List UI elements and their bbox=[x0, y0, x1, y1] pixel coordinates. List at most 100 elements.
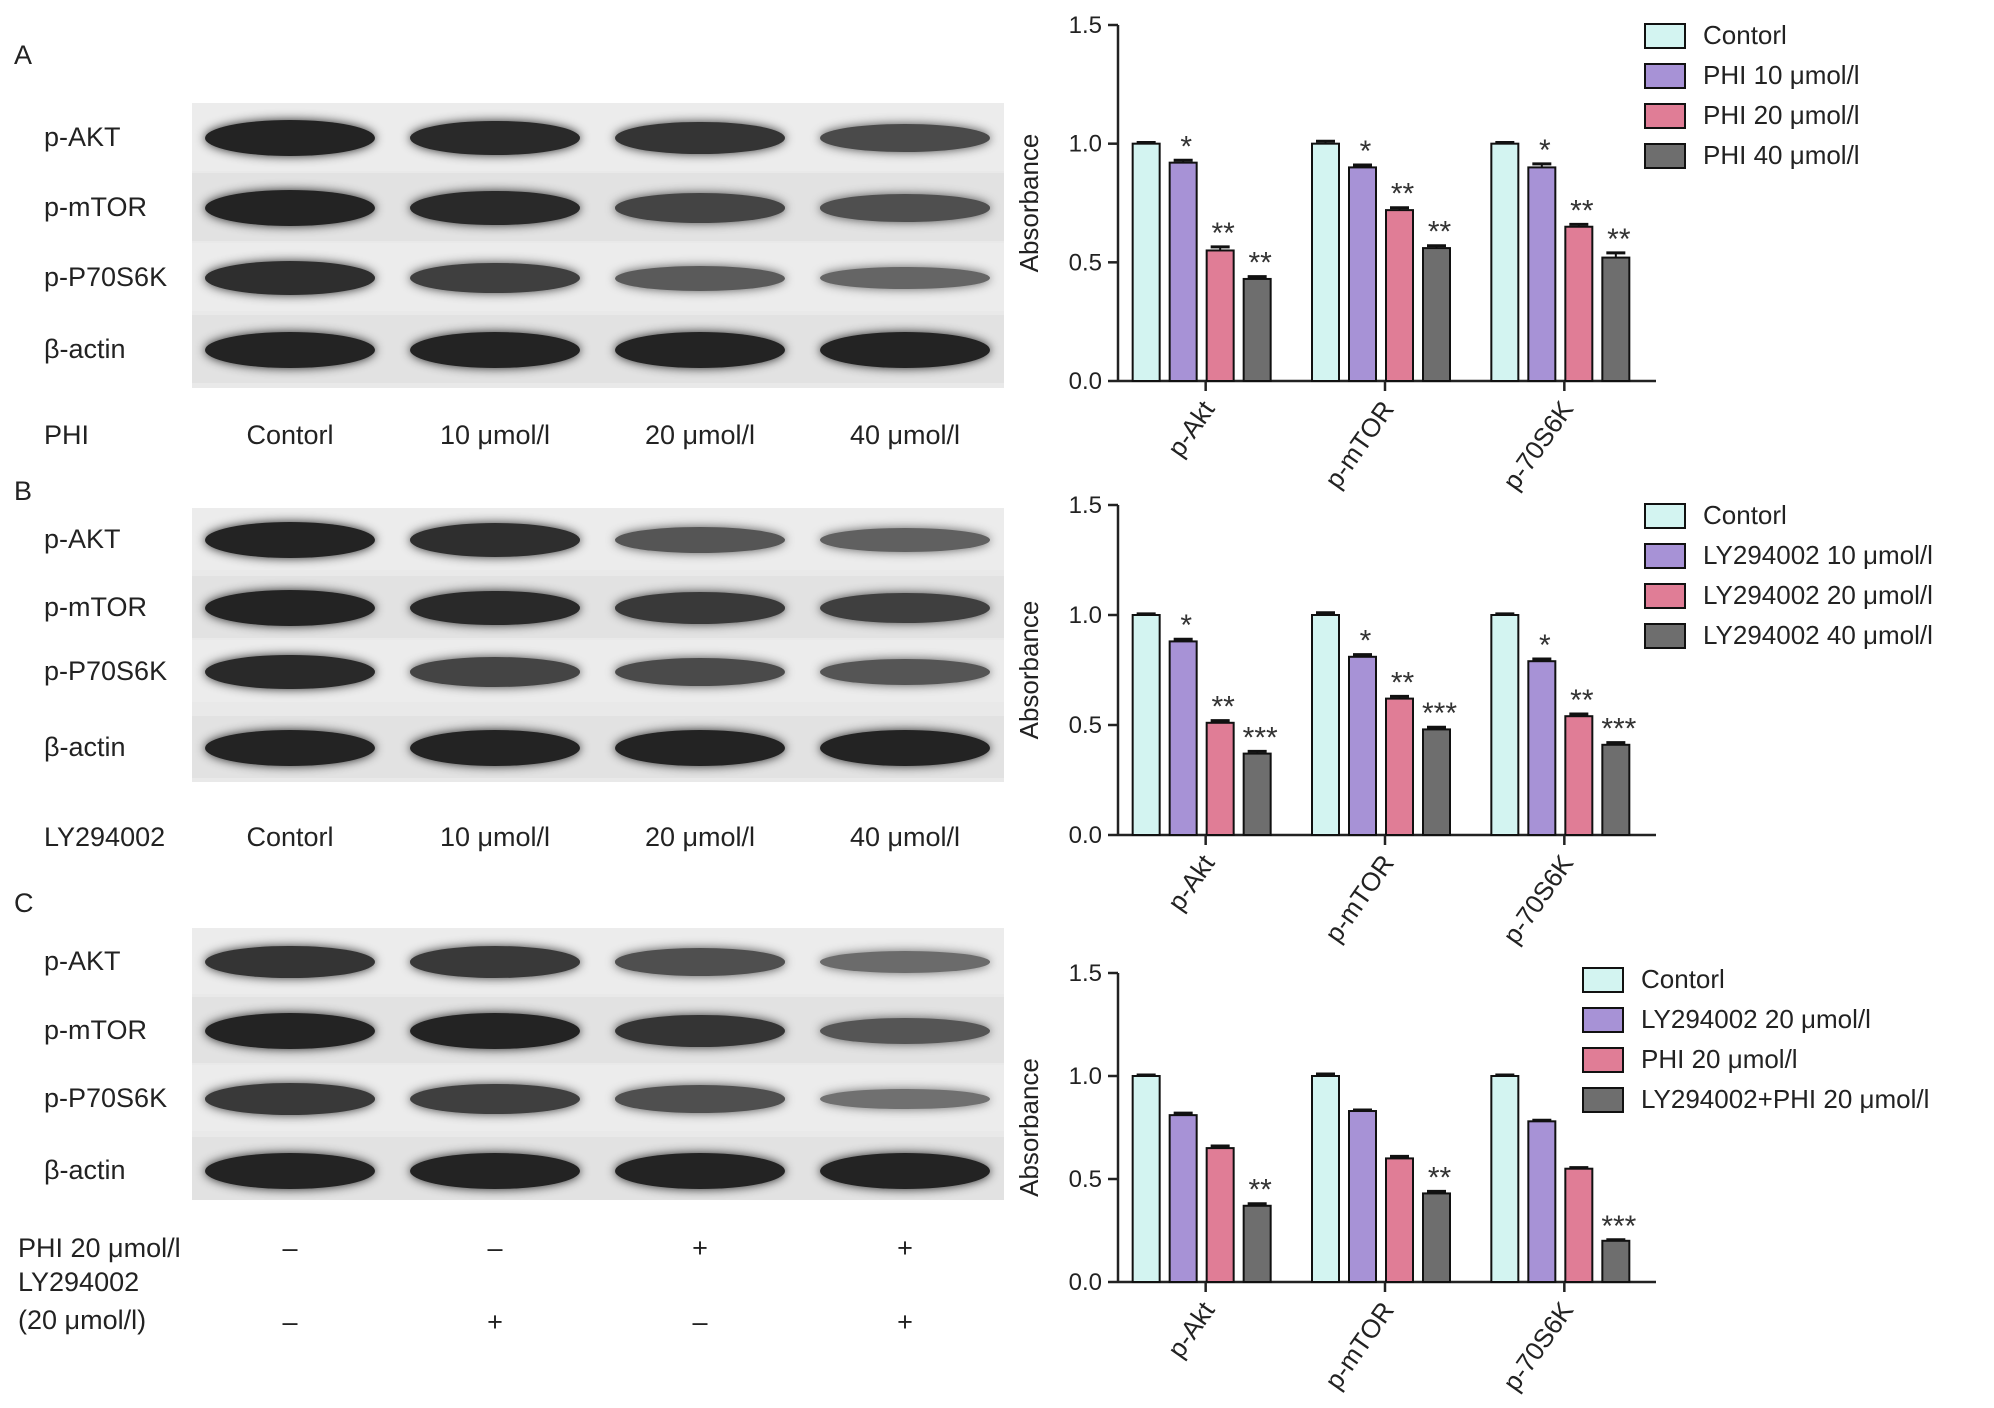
blot-band bbox=[410, 1083, 580, 1115]
bar bbox=[1385, 697, 1414, 836]
blot-band bbox=[205, 1153, 375, 1189]
blot-row-label: β-actin bbox=[44, 334, 126, 364]
y-tick-label: 0.0 bbox=[1069, 822, 1102, 849]
y-tick-label: 1.5 bbox=[1069, 12, 1102, 39]
legend-swatch bbox=[1582, 1007, 1624, 1033]
bar bbox=[1601, 1239, 1631, 1284]
y-tick-label: 1.5 bbox=[1069, 960, 1102, 987]
blot-row-label: p-AKT bbox=[44, 122, 121, 152]
blot-band bbox=[205, 730, 375, 766]
legend-label: PHI 10 μmol/l bbox=[1703, 60, 1860, 90]
blot-band bbox=[820, 194, 990, 222]
blot-band bbox=[615, 1014, 785, 1048]
bar bbox=[1348, 655, 1377, 836]
blot-band bbox=[205, 1083, 375, 1115]
treatment-sign: + bbox=[692, 1233, 708, 1263]
blot-band bbox=[205, 522, 375, 558]
bar bbox=[1564, 715, 1594, 837]
bar bbox=[1205, 721, 1235, 836]
blot-row-label: p-P70S6K bbox=[44, 1083, 168, 1113]
significance-marker: * bbox=[1539, 134, 1551, 167]
blot-band bbox=[820, 1017, 990, 1045]
blot-band bbox=[820, 332, 990, 368]
bar bbox=[1168, 1114, 1198, 1284]
legend-swatch bbox=[1582, 1047, 1624, 1073]
legend-swatch bbox=[1582, 1087, 1624, 1113]
y-tick-label: 0.0 bbox=[1069, 368, 1102, 395]
legend-swatch bbox=[1644, 143, 1686, 169]
blot-band bbox=[820, 1088, 990, 1110]
blot-band bbox=[410, 590, 580, 626]
bar bbox=[1601, 256, 1631, 382]
condition-label: LY294002 bbox=[18, 1267, 140, 1297]
significance-marker: ** bbox=[1211, 691, 1235, 724]
western-blot-image bbox=[192, 508, 1004, 782]
treatment-sign: + bbox=[897, 1307, 913, 1337]
bar bbox=[1168, 161, 1198, 382]
blot-row-label: p-mTOR bbox=[44, 1015, 148, 1045]
blot-band bbox=[410, 657, 580, 687]
blot-band bbox=[615, 1153, 785, 1189]
lane-label: 10 μmol/l bbox=[439, 822, 551, 852]
significance-marker: ** bbox=[1570, 684, 1594, 717]
y-tick-label: 0.5 bbox=[1069, 712, 1102, 739]
blot-row-label: β-actin bbox=[44, 1155, 126, 1185]
bar bbox=[1564, 1167, 1594, 1283]
bar bbox=[1242, 1204, 1272, 1284]
legend-label: Contorl bbox=[1641, 964, 1725, 994]
bar bbox=[1490, 614, 1520, 836]
significance-marker: ** bbox=[1248, 247, 1272, 280]
blot-band bbox=[615, 265, 785, 291]
treatment-sign: + bbox=[897, 1233, 913, 1263]
y-axis-label: Absorbance bbox=[1014, 134, 1044, 273]
blot-band bbox=[615, 332, 785, 368]
blot-band bbox=[410, 523, 580, 557]
bar bbox=[1348, 166, 1377, 382]
treatment-sign: – bbox=[282, 1233, 298, 1263]
bar bbox=[1422, 247, 1451, 382]
legend-swatch bbox=[1644, 543, 1686, 569]
significance-marker: * bbox=[1180, 609, 1192, 642]
lane-label: 20 μmol/l bbox=[644, 822, 756, 852]
significance-marker: ** bbox=[1428, 1161, 1452, 1194]
significance-marker: *** bbox=[1422, 697, 1457, 730]
blot-band bbox=[205, 1013, 375, 1049]
panel-letter: C bbox=[14, 888, 34, 918]
treatment-sign: – bbox=[487, 1233, 503, 1263]
y-tick-label: 1.5 bbox=[1069, 492, 1102, 519]
significance-marker: *** bbox=[1601, 1210, 1636, 1243]
blot-band bbox=[410, 120, 580, 156]
y-tick-label: 1.0 bbox=[1069, 602, 1102, 629]
significance-marker: ** bbox=[1211, 217, 1235, 250]
legend-swatch bbox=[1644, 503, 1686, 529]
lane-label: 40 μmol/l bbox=[849, 420, 961, 450]
blot-band bbox=[615, 1085, 785, 1113]
legend-label: Contorl bbox=[1703, 500, 1787, 530]
legend-label: LY294002 20 μmol/l bbox=[1641, 1004, 1871, 1034]
blot-band bbox=[820, 730, 990, 766]
blot-band bbox=[615, 193, 785, 223]
blot-band bbox=[205, 120, 375, 156]
x-tick-label: p-Akt bbox=[1161, 1296, 1221, 1364]
blot-band bbox=[410, 730, 580, 766]
legend-swatch bbox=[1644, 23, 1686, 49]
treatment-sign: + bbox=[487, 1307, 503, 1337]
blot-band bbox=[820, 658, 990, 686]
condition-label: (20 μmol/l) bbox=[18, 1305, 147, 1335]
condition-label: PHI bbox=[44, 420, 90, 450]
bar bbox=[1311, 1075, 1340, 1283]
blot-band bbox=[410, 190, 580, 226]
blot-band bbox=[615, 526, 785, 554]
legend-label: LY294002 20 μmol/l bbox=[1703, 580, 1933, 610]
bar bbox=[1601, 743, 1631, 836]
panel-letter: B bbox=[14, 476, 33, 506]
significance-marker: ** bbox=[1607, 223, 1631, 256]
legend-swatch bbox=[1644, 103, 1686, 129]
legend-swatch bbox=[1644, 583, 1686, 609]
blot-band bbox=[205, 590, 375, 626]
significance-marker: ** bbox=[1428, 216, 1452, 249]
x-tick-label: p-mTOR bbox=[1318, 1296, 1399, 1394]
bar bbox=[1385, 1157, 1414, 1284]
